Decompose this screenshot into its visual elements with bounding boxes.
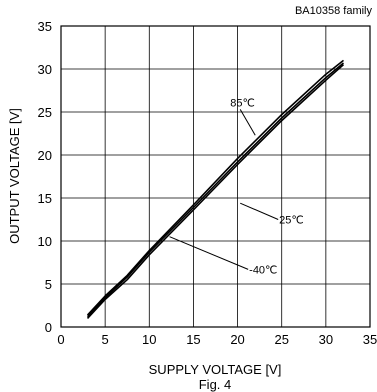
- series-label: -40℃: [249, 264, 277, 276]
- x-tick-label: 25: [274, 332, 288, 347]
- x-tick-label: 15: [186, 332, 200, 347]
- series-labels: 85℃ 25℃ -40℃: [230, 97, 304, 276]
- x-tick-label: 20: [230, 332, 244, 347]
- y-tick-label: 35: [38, 19, 52, 34]
- x-tick-labels: 0 5 10 15 20 25 30 35: [57, 332, 377, 347]
- y-axis-label: OUTPUT VOLTAGE [V]: [7, 108, 22, 244]
- y-tick-label: 5: [45, 277, 52, 292]
- y-tick-label: 0: [45, 320, 52, 335]
- data-series: [86, 59, 345, 319]
- series-leader-line: [240, 202, 279, 220]
- y-tick-label: 20: [38, 148, 52, 163]
- series-leader-lines: [169, 109, 279, 270]
- series-line-2: [86, 62, 345, 318]
- series-label: 85℃: [230, 97, 255, 109]
- series-leader-line: [169, 236, 249, 270]
- series-leader-line: [239, 109, 256, 136]
- y-tick-labels: 0 5 10 15 20 25 30 35: [38, 19, 52, 335]
- x-tick-label: 30: [319, 332, 333, 347]
- plot-frame: [60, 25, 371, 328]
- x-tick-label: 5: [102, 332, 109, 347]
- x-axis-label: SUPPLY VOLTAGE [V]: [149, 362, 282, 377]
- y-tick-label: 30: [38, 62, 52, 77]
- grid: [61, 26, 370, 327]
- y-tick-label: 25: [38, 105, 52, 120]
- series-line-1: [86, 59, 344, 316]
- x-tick-label: 10: [142, 332, 156, 347]
- chart-family-label: BA10358 family: [295, 5, 373, 17]
- x-tick-label: 0: [57, 332, 64, 347]
- figure-caption: Fig. 4: [199, 377, 232, 392]
- y-tick-label: 15: [38, 191, 52, 206]
- y-tick-label: 10: [38, 234, 52, 249]
- series-line-3: [86, 64, 345, 319]
- x-tick-label: 35: [363, 332, 377, 347]
- series-label: 25℃: [279, 215, 304, 227]
